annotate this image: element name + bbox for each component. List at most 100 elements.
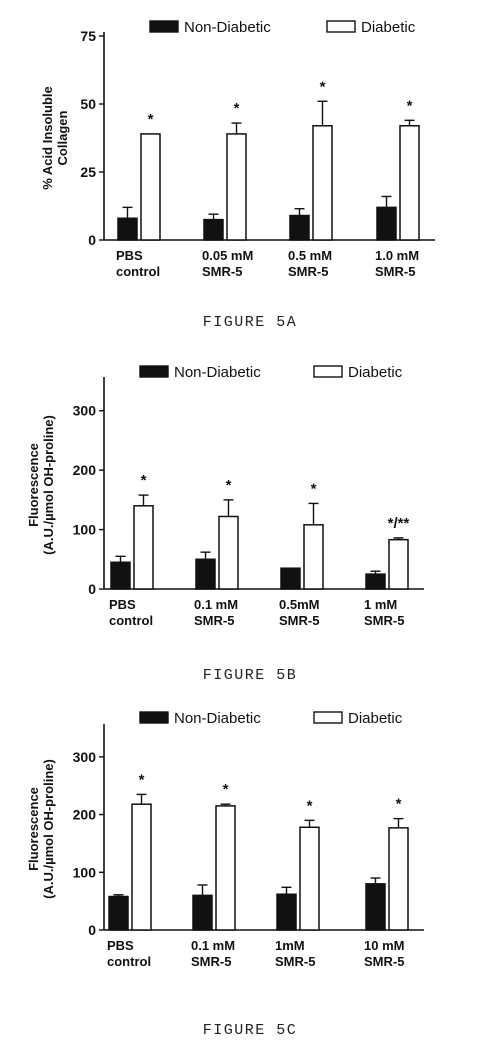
x-category-label: PBS	[109, 597, 136, 612]
y-tick-label: 300	[73, 749, 97, 765]
y-tick-label: 50	[80, 96, 96, 112]
x-category-label: PBS	[107, 938, 134, 953]
significance-marker: *	[141, 472, 147, 489]
y-tick-label: 75	[80, 28, 96, 44]
y-axis-title: Fluorescence(A.U./µmol OH-proline)	[26, 759, 56, 899]
legend-label-non-diabetic: Non-Diabetic	[184, 19, 271, 36]
legend-swatch-non-diabetic	[149, 20, 179, 33]
bar-non-diabetic	[276, 893, 297, 931]
x-category-label: SMR-5	[275, 954, 315, 969]
significance-marker: *	[234, 100, 240, 117]
significance-marker: *	[223, 781, 229, 798]
bar-non-diabetic	[365, 883, 386, 931]
x-category-label: 10 mM	[364, 938, 404, 953]
x-category-label: SMR-5	[191, 954, 231, 969]
y-axis-title-line: Collagen	[55, 110, 70, 165]
y-axis-title-line: Fluorescence	[26, 443, 41, 527]
legend-label-diabetic: Diabetic	[348, 364, 403, 381]
figure-5c-caption: FIGURE 5C	[202, 1022, 298, 1039]
x-category-label: 1 mM	[364, 597, 397, 612]
y-tick-label: 200	[73, 807, 97, 823]
chart-panel-1: 0 25 50 75 % Acid InsolubleCollagen * PBScontr…	[40, 19, 435, 279]
x-category-label: SMR-5	[202, 264, 242, 279]
x-category-label: control	[109, 613, 153, 628]
y-tick-label: 100	[73, 522, 97, 538]
bar-non-diabetic	[192, 894, 213, 931]
bar-diabetic	[388, 827, 409, 931]
bar-non-diabetic	[195, 558, 216, 590]
y-tick-label: 25	[80, 164, 96, 180]
x-category-label: 0.5mM	[279, 597, 319, 612]
bar-diabetic	[226, 133, 247, 241]
x-category-label: 0.05 mM	[202, 248, 253, 263]
y-tick-label: 300	[73, 403, 97, 419]
significance-marker: *	[226, 477, 232, 494]
y-axis-title: Fluorescence(A.U./µmol OH-proline)	[26, 415, 56, 555]
x-category-label: SMR-5	[364, 954, 404, 969]
significance-marker: *	[307, 797, 313, 814]
y-tick-label: 200	[73, 462, 97, 478]
significance-marker: *	[407, 97, 413, 114]
legend-label-diabetic: Diabetic	[348, 710, 403, 727]
legend-swatch-non-diabetic	[139, 365, 169, 378]
x-category-label: 0.5 mM	[288, 248, 332, 263]
significance-marker: *	[320, 78, 326, 95]
significance-marker: *	[311, 480, 317, 497]
legend-swatch-non-diabetic	[139, 711, 169, 724]
x-category-label: 0.1 mM	[191, 938, 235, 953]
significance-marker: *	[139, 771, 145, 788]
bar-non-diabetic	[110, 561, 131, 590]
bar-diabetic	[312, 125, 333, 241]
significance-marker: *	[148, 111, 154, 128]
bar-diabetic	[215, 805, 236, 931]
x-category-label: 0.1 mM	[194, 597, 238, 612]
x-category-label: 1.0 mM	[375, 248, 419, 263]
bar-non-diabetic	[376, 206, 397, 241]
y-tick-label: 0	[88, 232, 96, 248]
x-category-label: SMR-5	[194, 613, 234, 628]
x-category-label: SMR-5	[288, 264, 328, 279]
chart-panel-3: 0 100 200 300 Fluorescence(A.U./µmol OH-prol…	[26, 710, 424, 969]
y-tick-label: 100	[73, 864, 97, 880]
bar-diabetic	[399, 125, 420, 241]
figure-5b-caption: FIGURE 5B	[202, 667, 298, 684]
bar-diabetic	[140, 133, 161, 241]
x-category-label: control	[116, 264, 160, 279]
bar-diabetic	[303, 524, 324, 590]
figure-5a-caption: FIGURE 5A	[202, 314, 298, 331]
x-category-label: 1mM	[275, 938, 305, 953]
legend-label-non-diabetic: Non-Diabetic	[174, 364, 261, 381]
legend-label-diabetic: Diabetic	[361, 19, 416, 36]
bar-diabetic	[133, 505, 154, 590]
y-axis-title-line: % Acid Insoluble	[40, 86, 55, 190]
bar-non-diabetic	[108, 895, 129, 931]
x-category-label: SMR-5	[364, 613, 404, 628]
bar-diabetic	[131, 803, 152, 931]
x-category-label: SMR-5	[279, 613, 319, 628]
y-axis-title-line: (A.U./µmol OH-proline)	[41, 415, 56, 555]
legend-swatch-diabetic	[313, 711, 343, 724]
y-tick-label: 0	[88, 922, 96, 938]
bar-non-diabetic	[117, 217, 138, 241]
y-axis-title: % Acid InsolubleCollagen	[40, 86, 70, 190]
x-category-label: PBS	[116, 248, 143, 263]
legend-label-non-diabetic: Non-Diabetic	[174, 710, 261, 727]
y-axis-title-line: Fluorescence	[26, 787, 41, 871]
y-axis-title-line: (A.U./µmol OH-proline)	[41, 759, 56, 899]
bar-diabetic	[388, 538, 409, 590]
chart-panel-2: 0 100 200 300 Fluorescence(A.U./µmol OH-prol…	[26, 364, 424, 628]
x-category-label: SMR-5	[375, 264, 415, 279]
bar-non-diabetic	[203, 218, 224, 241]
bar-non-diabetic	[365, 573, 386, 590]
bar-non-diabetic	[280, 567, 301, 590]
significance-marker: *	[396, 796, 402, 813]
legend-swatch-diabetic	[313, 365, 343, 378]
legend-swatch-diabetic	[326, 20, 356, 33]
bar-diabetic	[218, 515, 239, 590]
x-category-label: control	[107, 954, 151, 969]
bar-diabetic	[299, 826, 320, 931]
bar-non-diabetic	[289, 214, 310, 241]
significance-marker: */**	[388, 515, 410, 532]
y-tick-label: 0	[88, 581, 96, 597]
